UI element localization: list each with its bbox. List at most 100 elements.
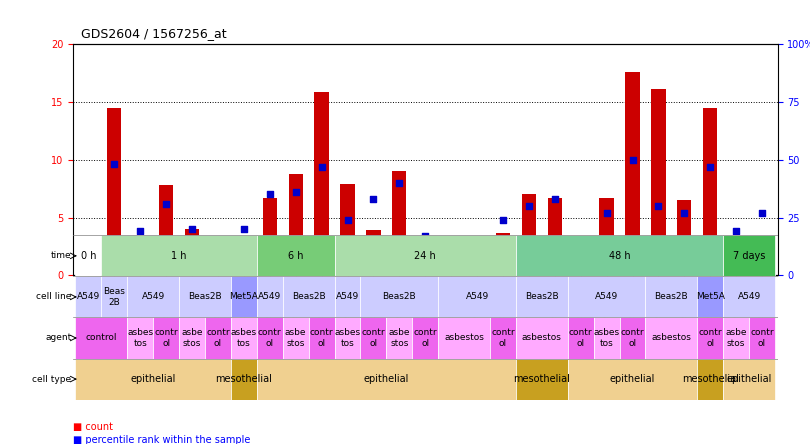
Bar bbox=[697, 317, 723, 359]
Point bbox=[652, 202, 665, 210]
Bar bbox=[283, 317, 309, 359]
Point bbox=[574, 237, 587, 244]
Text: contr
ol: contr ol bbox=[361, 328, 386, 348]
Point bbox=[756, 210, 769, 217]
Bar bbox=[257, 276, 283, 317]
Text: agent: agent bbox=[45, 333, 71, 342]
Bar bbox=[444, 250, 458, 275]
Text: cell type: cell type bbox=[32, 375, 71, 384]
Bar bbox=[755, 272, 770, 275]
Text: asbestos: asbestos bbox=[651, 333, 691, 342]
Text: A549: A549 bbox=[258, 293, 281, 301]
Bar bbox=[599, 198, 614, 275]
Bar bbox=[646, 317, 697, 359]
Text: asbe
stos: asbe stos bbox=[285, 328, 306, 348]
Text: A549: A549 bbox=[737, 293, 761, 301]
Text: asbestos: asbestos bbox=[522, 333, 562, 342]
Point bbox=[211, 265, 224, 272]
Text: A549: A549 bbox=[77, 293, 100, 301]
Bar bbox=[205, 317, 231, 359]
Bar bbox=[211, 270, 225, 275]
Point bbox=[185, 226, 198, 233]
Bar bbox=[340, 184, 355, 275]
Text: Beas2B: Beas2B bbox=[525, 293, 559, 301]
Text: Beas
2B: Beas 2B bbox=[104, 287, 126, 307]
Text: Beas2B: Beas2B bbox=[654, 293, 688, 301]
Bar bbox=[697, 276, 723, 317]
Bar bbox=[516, 359, 568, 400]
Text: 24 h: 24 h bbox=[415, 251, 436, 261]
Text: Beas2B: Beas2B bbox=[292, 293, 326, 301]
Text: ■ count: ■ count bbox=[73, 422, 113, 432]
Text: mesothelial: mesothelial bbox=[682, 374, 739, 384]
Bar bbox=[522, 194, 536, 275]
Bar bbox=[548, 198, 562, 275]
Text: contr
ol: contr ol bbox=[413, 328, 437, 348]
Bar bbox=[386, 317, 412, 359]
Text: A549: A549 bbox=[336, 293, 359, 301]
Point bbox=[134, 228, 147, 235]
Bar bbox=[438, 317, 490, 359]
Text: asbe
stos: asbe stos bbox=[726, 328, 747, 348]
Text: asbe
stos: asbe stos bbox=[389, 328, 410, 348]
Bar bbox=[309, 317, 335, 359]
Text: epithelial: epithelial bbox=[364, 374, 409, 384]
Text: Met5A: Met5A bbox=[696, 293, 725, 301]
Bar bbox=[335, 235, 516, 276]
Bar bbox=[749, 317, 775, 359]
Text: 6 h: 6 h bbox=[288, 251, 304, 261]
Bar bbox=[646, 276, 697, 317]
Text: 7 days: 7 days bbox=[733, 251, 765, 261]
Point bbox=[730, 228, 743, 235]
Text: 0 h: 0 h bbox=[81, 251, 96, 261]
Point bbox=[108, 161, 121, 168]
Text: epithelial: epithelial bbox=[610, 374, 655, 384]
Bar bbox=[470, 241, 484, 275]
Bar bbox=[127, 276, 179, 317]
Bar bbox=[723, 235, 775, 276]
Bar bbox=[262, 198, 277, 275]
Text: GDS2604 / 1567256_at: GDS2604 / 1567256_at bbox=[81, 27, 227, 40]
Bar bbox=[288, 174, 303, 275]
Bar bbox=[516, 235, 723, 276]
Bar bbox=[257, 317, 283, 359]
Bar bbox=[723, 276, 775, 317]
Bar bbox=[490, 317, 516, 359]
Bar bbox=[81, 264, 96, 275]
Text: contr
ol: contr ol bbox=[750, 328, 774, 348]
Point bbox=[237, 226, 250, 233]
Bar bbox=[703, 108, 718, 275]
Bar bbox=[257, 359, 516, 400]
Bar bbox=[101, 235, 257, 276]
Text: contr
ol: contr ol bbox=[620, 328, 644, 348]
Point bbox=[548, 195, 561, 202]
Bar bbox=[677, 200, 692, 275]
Point bbox=[704, 163, 717, 170]
Text: epithelial: epithelial bbox=[130, 374, 176, 384]
Point bbox=[600, 210, 613, 217]
Text: time: time bbox=[51, 251, 71, 260]
Text: contr
ol: contr ol bbox=[309, 328, 334, 348]
Bar bbox=[237, 266, 251, 275]
Bar bbox=[314, 92, 329, 275]
Bar bbox=[101, 276, 127, 317]
Bar bbox=[697, 359, 723, 400]
Text: A549: A549 bbox=[466, 293, 488, 301]
Bar bbox=[625, 72, 640, 275]
Bar bbox=[594, 317, 620, 359]
Text: contr
ol: contr ol bbox=[569, 328, 592, 348]
Text: asbes
tos: asbes tos bbox=[594, 328, 620, 348]
Bar bbox=[723, 317, 749, 359]
Text: contr
ol: contr ol bbox=[491, 328, 515, 348]
Text: asbes
tos: asbes tos bbox=[127, 328, 153, 348]
Bar bbox=[133, 246, 147, 275]
Text: Beas2B: Beas2B bbox=[188, 293, 222, 301]
Bar bbox=[360, 276, 438, 317]
Text: asbes
tos: asbes tos bbox=[231, 328, 257, 348]
Text: Met5A: Met5A bbox=[229, 293, 258, 301]
Bar bbox=[75, 276, 101, 317]
Bar bbox=[438, 276, 516, 317]
Text: mesothelial: mesothelial bbox=[215, 374, 272, 384]
Bar bbox=[335, 276, 360, 317]
Bar bbox=[185, 229, 199, 275]
